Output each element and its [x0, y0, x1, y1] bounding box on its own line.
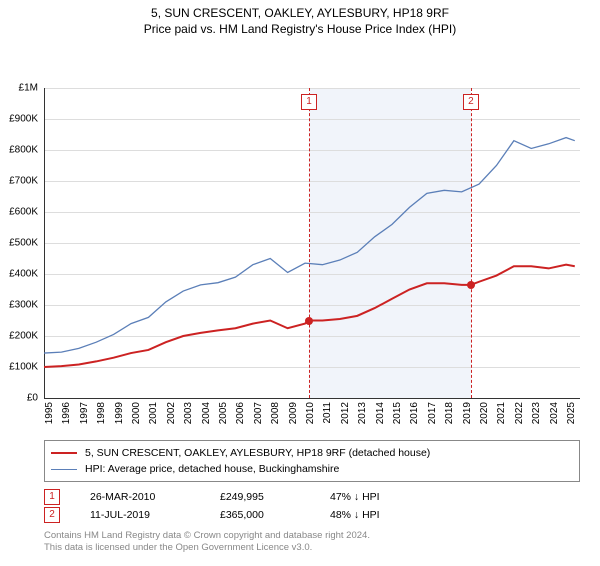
sale-index: 1 — [44, 489, 60, 505]
x-tick-label: 2017 — [427, 402, 438, 424]
x-tick-label: 2009 — [288, 402, 299, 424]
title-subtitle: Price paid vs. HM Land Registry's House … — [0, 22, 600, 36]
x-tick-label: 1998 — [96, 402, 107, 424]
sale-date: 11-JUL-2019 — [90, 509, 190, 521]
x-tick-label: 2008 — [270, 402, 281, 424]
x-tick-label: 2001 — [148, 402, 159, 424]
x-tick-label: 2016 — [409, 402, 420, 424]
legend-label: 5, SUN CRESCENT, OAKLEY, AYLESBURY, HP18… — [85, 445, 430, 461]
x-tick-label: 2014 — [375, 402, 386, 424]
x-tick-label: 2012 — [340, 402, 351, 424]
x-tick-label: 2002 — [166, 402, 177, 424]
sale-index: 2 — [44, 507, 60, 523]
x-tick-label: 2011 — [322, 402, 333, 424]
x-tick-label: 2018 — [444, 402, 455, 424]
table-row: 2 11-JUL-2019 £365,000 48% ↓ HPI — [44, 506, 580, 524]
y-tick-label: £1M — [19, 83, 38, 94]
sale-dot — [467, 281, 475, 289]
event-marker: 1 — [301, 94, 317, 110]
y-tick-label: £0 — [27, 393, 38, 404]
x-tick-label: 2021 — [496, 402, 507, 424]
event-rule — [309, 88, 310, 398]
sale-price: £365,000 — [220, 509, 300, 521]
x-tick-label: 2025 — [566, 402, 577, 424]
title-address: 5, SUN CRESCENT, OAKLEY, AYLESBURY, HP18… — [0, 6, 600, 20]
sale-price: £249,995 — [220, 491, 300, 503]
sale-pct: 48% ↓ HPI — [330, 509, 380, 521]
legend-row: 5, SUN CRESCENT, OAKLEY, AYLESBURY, HP18… — [51, 445, 573, 461]
x-tick-label: 2000 — [131, 402, 142, 424]
x-tick-label: 2004 — [201, 402, 212, 424]
footer-line-2: This data is licensed under the Open Gov… — [44, 542, 580, 554]
x-tick-label: 1995 — [44, 402, 55, 424]
x-tick-label: 2020 — [479, 402, 490, 424]
x-tick-label: 2022 — [514, 402, 525, 424]
x-tick-label: 2010 — [305, 402, 316, 424]
plot-area: £0£100K£200K£300K£400K£500K£600K£700K£80… — [44, 88, 580, 398]
x-tick-label: 1999 — [114, 402, 125, 424]
y-tick-label: £200K — [9, 331, 38, 342]
x-tick-label: 2024 — [549, 402, 560, 424]
sale-pct: 47% ↓ HPI — [330, 491, 380, 503]
x-tick-label: 2007 — [253, 402, 264, 424]
x-tick-label: 2015 — [392, 402, 403, 424]
y-tick-label: £600K — [9, 207, 38, 218]
legend-swatch — [51, 469, 77, 470]
y-tick-label: £700K — [9, 176, 38, 187]
x-tick-label: 2003 — [183, 402, 194, 424]
legend-swatch — [51, 452, 77, 454]
sale-dot — [305, 317, 313, 325]
y-tick-label: £500K — [9, 238, 38, 249]
series-svg — [44, 88, 580, 398]
y-tick-label: £300K — [9, 300, 38, 311]
attribution-footer: Contains HM Land Registry data © Crown c… — [44, 530, 580, 555]
legend-row: HPI: Average price, detached house, Buck… — [51, 461, 573, 477]
sales-table: 1 26-MAR-2010 £249,995 47% ↓ HPI 2 11-JUL-201… — [44, 488, 580, 524]
x-tick-label: 1997 — [79, 402, 90, 424]
table-row: 1 26-MAR-2010 £249,995 47% ↓ HPI — [44, 488, 580, 506]
x-tick-label: 2023 — [531, 402, 542, 424]
x-tick-label: 2013 — [357, 402, 368, 424]
footer-line-1: Contains HM Land Registry data © Crown c… — [44, 530, 580, 542]
chart-title-block: 5, SUN CRESCENT, OAKLEY, AYLESBURY, HP18… — [0, 6, 600, 36]
x-tick-label: 2006 — [235, 402, 246, 424]
legend-label: HPI: Average price, detached house, Buck… — [85, 461, 339, 477]
x-tick-label: 2005 — [218, 402, 229, 424]
y-tick-label: £100K — [9, 362, 38, 373]
x-tick-label: 1996 — [61, 402, 72, 424]
y-tick-label: £800K — [9, 145, 38, 156]
sale-date: 26-MAR-2010 — [90, 491, 190, 503]
event-rule — [471, 88, 472, 398]
y-tick-label: £400K — [9, 269, 38, 280]
chart: £0 £100K £200K £300K £400K £500K £600K £700K £80… — [0, 44, 600, 434]
legend: 5, SUN CRESCENT, OAKLEY, AYLESBURY, HP18… — [44, 440, 580, 482]
y-tick-label: £900K — [9, 114, 38, 125]
event-marker: 2 — [463, 94, 479, 110]
x-tick-label: 2019 — [462, 402, 473, 424]
